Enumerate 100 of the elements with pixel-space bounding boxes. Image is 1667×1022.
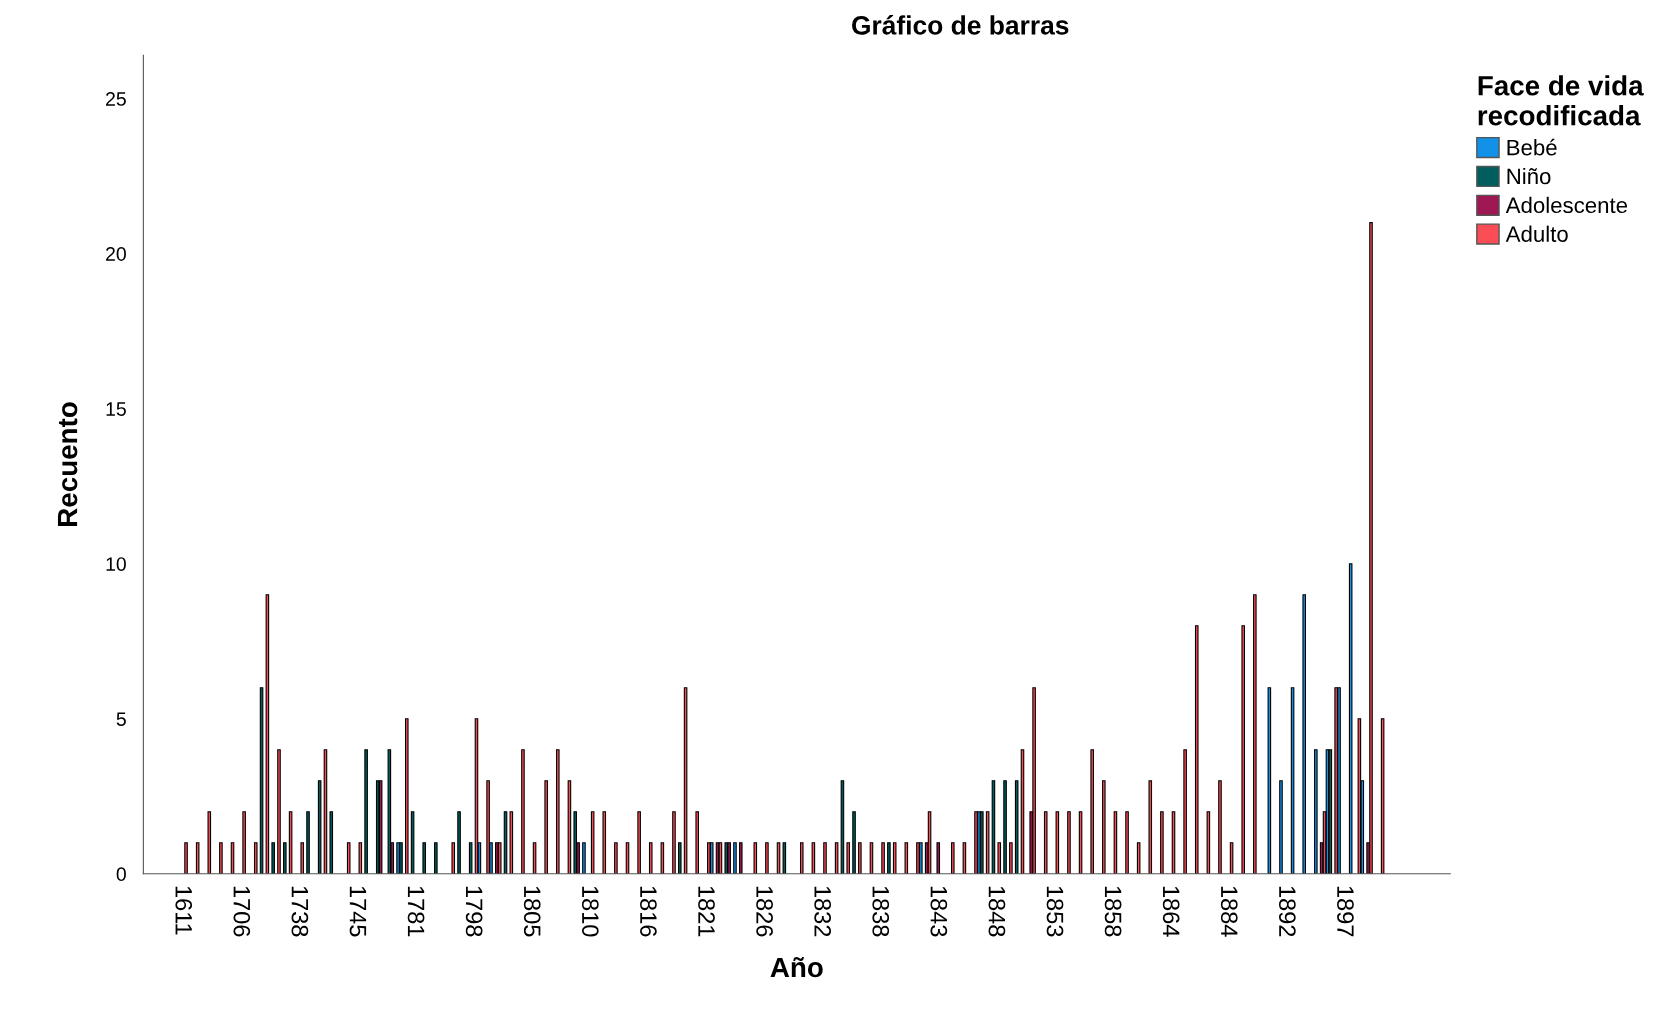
bar xyxy=(1267,687,1272,874)
bar xyxy=(892,842,897,874)
x-tick-label: 1897 xyxy=(1337,886,1354,937)
bar xyxy=(1302,594,1306,874)
bar xyxy=(544,780,548,874)
bar xyxy=(997,842,1002,874)
y-tick-label: 20 xyxy=(106,247,126,261)
bar xyxy=(846,842,851,874)
bar xyxy=(614,842,618,874)
x-tick-label: 1816 xyxy=(640,886,657,937)
x-axis-title: Año xyxy=(770,956,823,978)
bar xyxy=(1218,780,1222,874)
bar xyxy=(823,842,827,874)
bar xyxy=(329,811,334,874)
bar xyxy=(1043,811,1048,874)
bar xyxy=(602,811,607,874)
bar xyxy=(858,842,862,874)
x-tick-label: 1884 xyxy=(1220,886,1238,937)
x-tick-label: 1781 xyxy=(407,886,425,937)
x-tick-label: 1810 xyxy=(581,886,599,937)
x-tick-label: 1611 xyxy=(175,886,193,935)
bar xyxy=(265,594,270,874)
bar xyxy=(1148,780,1153,874)
x-tick-label: 1848 xyxy=(988,886,1006,937)
bar xyxy=(887,842,891,874)
x-tick-label: 1805 xyxy=(523,886,541,937)
bar xyxy=(1206,811,1211,874)
bar xyxy=(648,842,653,874)
bar xyxy=(672,811,676,874)
x-tick-label: 1843 xyxy=(930,886,948,937)
bar xyxy=(1279,780,1283,874)
bar xyxy=(590,811,595,874)
x-tick-label: 1832 xyxy=(814,886,832,937)
bar xyxy=(486,780,490,874)
bar xyxy=(1194,625,1199,874)
bar xyxy=(219,842,223,874)
bar xyxy=(556,749,560,874)
bar xyxy=(1314,749,1318,874)
x-tick-label: 1858 xyxy=(1104,886,1122,937)
bar xyxy=(434,842,438,874)
chart-title: Gráfico de barras xyxy=(852,15,1069,35)
bar xyxy=(738,842,743,874)
x-tick-label: 1838 xyxy=(872,886,890,937)
bar xyxy=(509,811,514,874)
bar xyxy=(1055,811,1060,874)
bar xyxy=(364,749,368,874)
x-tick-label: 1853 xyxy=(1046,886,1064,937)
bar xyxy=(799,842,804,874)
bar xyxy=(1241,625,1246,874)
bar xyxy=(404,718,409,874)
bar xyxy=(283,842,287,874)
bar xyxy=(195,842,200,874)
bar xyxy=(1125,811,1129,874)
bar xyxy=(277,749,281,874)
bar xyxy=(242,811,246,874)
bar xyxy=(346,842,351,874)
bar xyxy=(811,842,816,874)
bar xyxy=(582,842,586,874)
bar xyxy=(457,811,461,874)
bar xyxy=(451,842,456,874)
y-axis-title: Recuento xyxy=(57,402,78,526)
bar xyxy=(1003,780,1007,874)
bar xyxy=(184,842,188,874)
bar xyxy=(1090,749,1094,874)
bar xyxy=(1183,749,1187,874)
bar xyxy=(936,842,941,874)
bar xyxy=(300,842,305,874)
y-tick-label: 5 xyxy=(116,712,126,726)
x-tick-label: 1821 xyxy=(698,886,715,937)
bar xyxy=(1032,687,1036,874)
bar xyxy=(1014,780,1019,874)
bar xyxy=(1369,222,1373,874)
bar xyxy=(253,842,258,874)
bar xyxy=(207,811,212,874)
bar xyxy=(1102,780,1106,874)
bar xyxy=(271,842,275,874)
x-tick-label: 1745 xyxy=(349,886,367,937)
bar xyxy=(1348,563,1353,874)
bar xyxy=(521,749,525,874)
bar xyxy=(1009,842,1013,874)
bar xyxy=(1380,718,1385,874)
bar xyxy=(387,749,392,874)
bar xyxy=(1253,594,1257,874)
bar xyxy=(881,842,885,874)
bar xyxy=(422,842,426,874)
bar xyxy=(695,811,699,874)
legend-label: Adulto xyxy=(1505,225,1568,242)
bar xyxy=(733,842,737,874)
bar xyxy=(573,811,578,874)
bar xyxy=(1067,811,1071,874)
bar xyxy=(904,842,909,874)
legend-label: Niño xyxy=(1507,167,1551,185)
bar xyxy=(1136,842,1141,874)
legend-label: Adolescente xyxy=(1505,196,1628,214)
x-tick-label: 1798 xyxy=(465,886,483,937)
y-tick-label: 25 xyxy=(106,92,126,106)
legend-title: Face de vida recodificada xyxy=(1478,75,1644,126)
x-tick-label: 1892 xyxy=(1278,886,1296,937)
x-tick-label: 1864 xyxy=(1162,886,1180,937)
bar xyxy=(317,780,322,874)
